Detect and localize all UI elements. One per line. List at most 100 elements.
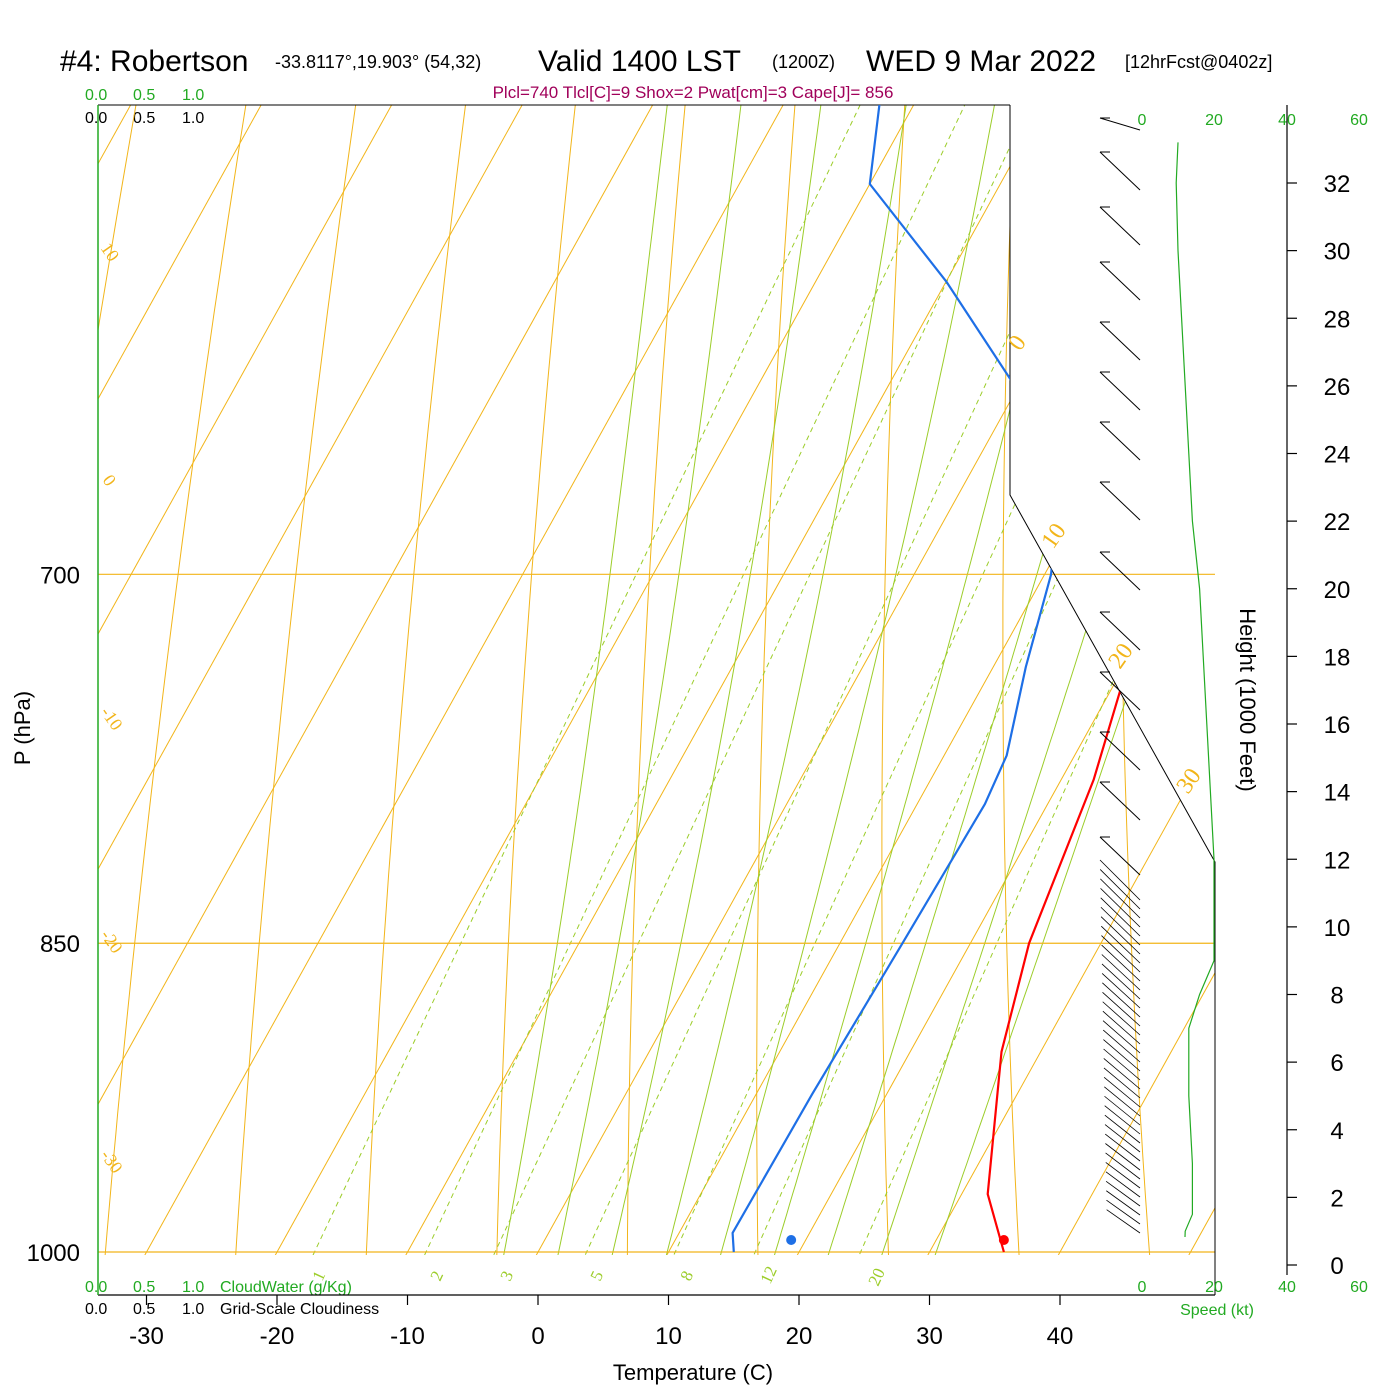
wind-barb-staff <box>1102 992 1141 1027</box>
mixing-ratio-line <box>451 105 1215 1255</box>
cloud-scale-top: 0.0 0.5 1.0 0.0 0.5 1.0 <box>85 87 204 127</box>
wind-barb-staff <box>1101 935 1141 973</box>
isotherm-label: 0 <box>99 471 121 490</box>
dry-adiabat-line <box>362 105 736 1255</box>
wind-barb-staff <box>1101 963 1141 1000</box>
speed-ticks-bottom: 0 20 40 60 <box>1138 1279 1368 1296</box>
moist-adiabat-line <box>694 105 1215 1255</box>
wind-barb-staff <box>1099 421 1141 461</box>
wind-barb-staff <box>1102 1020 1141 1054</box>
cloudiness-tick: 0.5 <box>133 110 155 127</box>
mixing-ratio-label: 12 <box>756 1263 780 1286</box>
pressure-tick-label: 850 <box>40 931 80 958</box>
pressure-tick-label: 1000 <box>27 1240 80 1267</box>
dry-adiabat-line <box>229 105 649 1255</box>
isotherm-label: 10 <box>97 239 124 265</box>
speed-tick: 0 <box>1138 1279 1147 1296</box>
mixing-ratio-line <box>270 105 1146 1255</box>
speed-tick: 20 <box>1205 1279 1223 1296</box>
speed-tick: 20 <box>1205 112 1223 129</box>
wind-barb-staff <box>1099 869 1141 910</box>
isotherm-line <box>98 105 1215 1255</box>
isotherm-label: -10 <box>97 703 127 734</box>
parcel-line <box>1187 105 1215 575</box>
wind-barb-staff <box>1105 1171 1141 1198</box>
wind-barb-staff <box>1105 1162 1141 1189</box>
mixing-ratio-line <box>632 105 1215 1255</box>
isotherm-line <box>98 105 1215 1255</box>
cloudwater-label: CloudWater (g/Kg) <box>220 1279 352 1296</box>
wind-barb-staff <box>1099 481 1141 521</box>
wind-barb-staff <box>1099 671 1141 711</box>
speed-tick: 60 <box>1350 112 1368 129</box>
wind-barb-staff <box>1103 1077 1141 1108</box>
valid-time: Valid 1400 LST <box>538 45 741 78</box>
station-coords: -33.8117°,19.903° (54,32) <box>275 52 481 72</box>
isotherm-line <box>98 105 1000 1255</box>
mixing-ratio-label: 8 <box>676 1268 697 1284</box>
isotherm-line <box>98 105 608 1255</box>
dry-adiabat-line <box>1002 105 1170 1255</box>
station-title: #4: Robertson <box>60 45 248 78</box>
dry-adiabat-line <box>881 105 1083 1255</box>
height-tick-label: 0 <box>1330 1253 1343 1280</box>
dry-adiabat-line <box>756 105 997 1255</box>
zulu-time: (1200Z) <box>772 52 835 72</box>
wind-barb-staff <box>1104 1114 1141 1144</box>
height-tick-label: 8 <box>1330 983 1343 1010</box>
height-tick-label: 6 <box>1330 1050 1343 1077</box>
wind-speed-profile <box>1175 142 1215 1238</box>
dewpoint-line <box>731 105 1215 1253</box>
speed-tick: 0 <box>1138 112 1147 129</box>
moist-adiabat-line <box>903 105 1215 1255</box>
speed-tick: 40 <box>1278 112 1296 129</box>
cloudwater-tick: 0.0 <box>85 1279 107 1296</box>
y-axis-title: P (hPa) <box>10 691 35 765</box>
sounding-traces <box>731 105 1215 1253</box>
wind-barb-staff <box>1101 973 1141 1009</box>
wind-barb-staff <box>1105 1180 1141 1207</box>
wind-barb-staff <box>1099 611 1141 651</box>
wind-barb-staff <box>1099 371 1141 411</box>
temperature-tick-label: -30 <box>129 1323 164 1350</box>
dry-adiabat-line <box>98 105 563 1255</box>
wind-barb-staff <box>1104 1095 1141 1126</box>
height-tick-label: 16 <box>1324 712 1351 739</box>
moist-adiabat-line <box>642 105 1124 1255</box>
temperature-line <box>986 105 1215 1253</box>
cloudwater-tick: 0.5 <box>133 87 155 104</box>
wind-barb-staff <box>1100 906 1141 946</box>
wind-barb <box>1099 781 1141 821</box>
wind-barb-staff <box>1099 321 1141 361</box>
wind-barb-staff <box>1104 1105 1141 1135</box>
wind-barb-staff <box>1102 1010 1141 1045</box>
isotherm-line <box>98 105 1215 1255</box>
height-tick-label: 28 <box>1324 306 1351 333</box>
height-tick-label: 2 <box>1330 1185 1343 1212</box>
isotherm-line <box>355 105 1215 1255</box>
height-tick-label: 22 <box>1324 509 1351 536</box>
wind-barb-staff <box>1106 1199 1141 1225</box>
wind-barb-staff <box>1099 836 1141 876</box>
cloudwater-tick: 1.0 <box>182 1279 204 1296</box>
moist-adiabat-line <box>538 105 968 1255</box>
x-axis-title: Temperature (C) <box>613 1360 773 1385</box>
wind-barb-staff <box>1103 1039 1141 1072</box>
height-tick-label: 24 <box>1324 442 1351 469</box>
wind-barb-staff <box>1101 944 1141 982</box>
moist-adiabat-line <box>486 105 905 1255</box>
wind-speed-line <box>1175 142 1215 1238</box>
cloudiness-tick: 0.5 <box>133 1301 155 1318</box>
wind-barbs <box>1099 117 1141 1234</box>
cloudiness-tick: 1.0 <box>182 110 204 127</box>
mixing-ratio-label: 2 <box>426 1268 447 1284</box>
wind-barb <box>1099 836 1141 876</box>
wind-barb-staff <box>1103 1067 1141 1099</box>
speed-tick: 40 <box>1278 1279 1296 1296</box>
height-tick-label: 32 <box>1324 171 1351 198</box>
cloudiness-tick: 0.0 <box>85 110 107 127</box>
wind-barb-staff <box>1099 781 1141 821</box>
isotherm-line <box>225 105 1215 1255</box>
